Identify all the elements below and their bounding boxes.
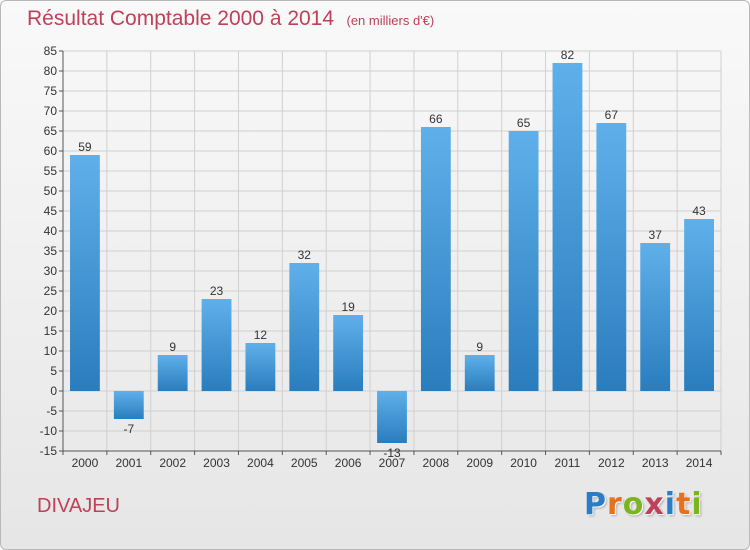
- data-label-2008: 66: [429, 112, 443, 126]
- logo-letter: o: [622, 487, 645, 522]
- bars: [70, 63, 714, 443]
- logo-letter: x: [644, 487, 665, 522]
- y-tick-label: 0: [50, 384, 57, 398]
- data-label-2003: 23: [210, 284, 224, 298]
- x-tick-label: 2012: [598, 456, 625, 470]
- y-tick-label: 40: [44, 224, 58, 238]
- bar-2008: [420, 127, 451, 391]
- x-tick-label: 2013: [642, 456, 669, 470]
- bar-2014: [684, 219, 714, 391]
- data-labels: 59 -7 9 23 12 32 19 -13 66 9 65 82 67 37 43: [78, 48, 706, 460]
- bar-2003: [201, 299, 232, 391]
- logo-letter: r: [607, 487, 623, 522]
- logo-letter: P: [584, 487, 607, 522]
- x-tick-label: 2010: [510, 456, 537, 470]
- y-tick-label: 60: [44, 144, 58, 158]
- y-tick-label: -15: [40, 444, 58, 458]
- x-tick-label: 2000: [72, 456, 99, 470]
- data-label-2010: 65: [517, 116, 531, 130]
- chart-unit-note: (en milliers d'€): [346, 13, 435, 28]
- bar-2012: [596, 123, 627, 391]
- data-label-2000: 59: [78, 140, 92, 154]
- data-label-2007: -13: [383, 446, 401, 460]
- data-label-2002: 9: [169, 340, 176, 354]
- y-tick-label: 20: [44, 304, 58, 318]
- y-tick-label: 30: [44, 264, 58, 278]
- bar-2010: [508, 131, 539, 391]
- y-tick-label: 75: [44, 84, 58, 98]
- x-tick-label: 2011: [555, 456, 581, 470]
- bar-2007: [377, 391, 407, 443]
- y-tick-label: 50: [44, 184, 58, 198]
- data-label-2001: -7: [123, 422, 134, 436]
- bar-2006: [333, 315, 364, 391]
- x-tick-label: 2003: [203, 456, 230, 470]
- data-label-2011: 82: [561, 48, 575, 62]
- y-tick-label: -5: [46, 404, 57, 418]
- bar-2009: [464, 355, 495, 391]
- logo-letter: t: [676, 487, 692, 522]
- axes: -15 -10 -5 0 5 10 15 20 25 30 35 40 45 50 55 60 65 70 75 80…: [40, 44, 722, 470]
- y-tick-label: 15: [44, 324, 58, 338]
- bar-2004: [245, 343, 276, 391]
- data-label-2014: 43: [692, 204, 706, 218]
- y-tick-label: -10: [40, 424, 58, 438]
- logo-letter: i: [664, 487, 677, 522]
- commune-name: DIVAJEU: [37, 495, 120, 517]
- data-label-2009: 9: [476, 340, 483, 354]
- data-label-2012: 67: [605, 108, 619, 122]
- y-tick-label: 65: [44, 124, 58, 138]
- y-tick-label: 5: [50, 364, 57, 378]
- chart-title: Résultat Comptable 2000 à 2014: [27, 7, 335, 30]
- x-tick-label: 2014: [686, 456, 713, 470]
- data-label-2004: 12: [254, 328, 268, 342]
- bar-2011: [552, 63, 583, 391]
- y-tick-label: 70: [44, 104, 58, 118]
- y-tick-label: 10: [44, 344, 58, 358]
- chart-title-block: Résultat Comptable 2000 à 2014 (en milli…: [27, 7, 434, 31]
- logo-letter: i: [691, 487, 703, 522]
- bar-2002: [157, 355, 188, 391]
- bar-2005: [289, 263, 320, 391]
- x-tick-label: 2009: [466, 456, 493, 470]
- data-label-2013: 37: [649, 228, 663, 242]
- x-tick-label: 2007: [379, 456, 406, 470]
- y-tick-label: 55: [44, 164, 58, 178]
- x-tick-label: 2008: [423, 456, 450, 470]
- x-tick-label: 2006: [335, 456, 362, 470]
- proxiti-logo[interactable]: Proxiti: [584, 487, 703, 522]
- bar-2000: [70, 155, 100, 391]
- data-label-2005: 32: [298, 248, 312, 262]
- bar-2001: [113, 391, 144, 419]
- y-tick-label: 45: [44, 204, 58, 218]
- x-tick-label: 2004: [247, 456, 274, 470]
- x-tick-label: 2001: [115, 456, 142, 470]
- y-tick-label: 85: [44, 44, 58, 58]
- x-tick-label: 2005: [291, 456, 318, 470]
- y-tick-label: 80: [44, 64, 58, 78]
- bar-2013: [640, 243, 671, 391]
- data-label-2006: 19: [341, 300, 355, 314]
- x-tick-label: 2002: [159, 456, 186, 470]
- y-tick-label: 35: [44, 244, 58, 258]
- y-tick-label: 25: [44, 284, 58, 298]
